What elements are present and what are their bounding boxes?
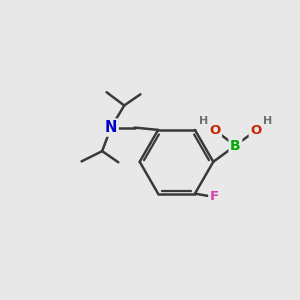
Text: H: H [262, 116, 272, 126]
Text: O: O [209, 124, 220, 137]
Text: B: B [230, 139, 241, 153]
Text: O: O [209, 124, 220, 137]
Text: H: H [199, 116, 208, 126]
Text: N: N [105, 120, 117, 135]
Text: F: F [210, 190, 219, 203]
Text: O: O [250, 124, 262, 137]
Text: O: O [250, 124, 262, 137]
